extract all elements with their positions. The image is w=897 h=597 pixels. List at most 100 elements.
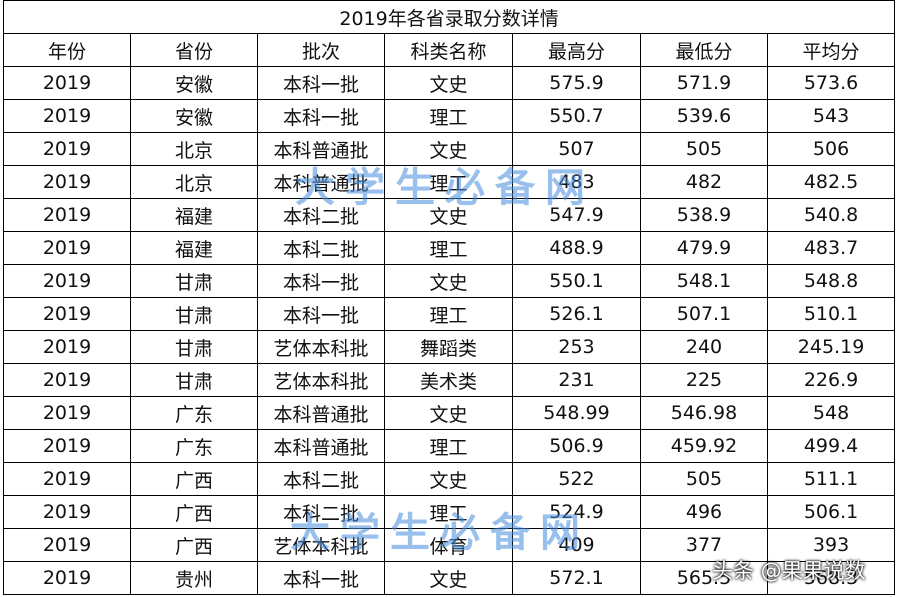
table-row: 2019 福建 本科二批 文史 547.9 538.9 540.8 <box>3 198 896 232</box>
table-cell: 2019 <box>3 495 131 529</box>
table-row: 2019 甘肃 本科一批 文史 550.1 548.1 548.8 <box>3 264 896 298</box>
table-cell: 483.7 <box>766 231 896 265</box>
table-cell: 572.1 <box>512 561 641 595</box>
table-cell: 548.1 <box>640 264 768 298</box>
table-row: 2019 北京 本科普通批 文史 507 505 506 <box>3 132 896 166</box>
table-cell: 507 <box>512 132 641 166</box>
table-cell: 499.4 <box>766 429 896 463</box>
table-cell: 550.7 <box>512 99 641 133</box>
table-cell: 482.5 <box>766 165 896 199</box>
table-cell: 565.5 <box>640 561 768 595</box>
table-cell: 艺体本科批 <box>257 330 385 364</box>
table-cell: 广西 <box>130 528 258 562</box>
table-cell: 482 <box>640 165 768 199</box>
table-cell: 理工 <box>384 231 513 265</box>
table-cell: 2019 <box>3 297 131 331</box>
table-cell: 本科二批 <box>257 198 385 232</box>
table-cell: 573.6 <box>766 66 896 100</box>
table-row: 2019 广东 本科普通批 理工 506.9 459.92 499.4 <box>3 429 896 463</box>
table-cell: 245.19 <box>766 330 896 364</box>
table-cell: 本科一批 <box>257 99 385 133</box>
table-cell: 2019 <box>3 99 131 133</box>
credit: 头条 @果果说数 <box>712 559 866 583</box>
table-cell: 安徽 <box>130 99 258 133</box>
table-cell: 506.1 <box>766 495 896 529</box>
table-cell: 548.99 <box>512 396 641 430</box>
table-cell: 575.9 <box>512 66 641 100</box>
table-cell: 2019 <box>3 396 131 430</box>
table-cell: 538.9 <box>640 198 768 232</box>
table-cell: 本科一批 <box>257 561 385 595</box>
table-cell: 548.8 <box>766 264 896 298</box>
table-cell: 广西 <box>130 495 258 529</box>
watermark: 大学生必备网 <box>295 165 595 211</box>
table-cell: 贵州 <box>130 561 258 595</box>
table-cell: 广东 <box>130 396 258 430</box>
watermark: 大学生必备网 <box>290 510 590 556</box>
table-cell: 理工 <box>384 165 513 199</box>
table-cell: 488.9 <box>512 231 641 265</box>
table-cell: 艺体本科批 <box>257 363 385 397</box>
table-cell: 甘肃 <box>130 330 258 364</box>
table-cell: 571.9 <box>640 66 768 100</box>
header-row: 年份 省份 批次 科类名称 最高分 最低分 平均分 <box>3 33 896 67</box>
table-cell: 506.9 <box>512 429 641 463</box>
table-body: 2019 安徽 本科一批 文史 575.9 571.9 573.6 2019 安徽 本科一批 理工 5… <box>3 66 896 595</box>
table-cell: 本科普通批 <box>257 132 385 166</box>
table-cell: 2019 <box>3 231 131 265</box>
table-cell: 510.1 <box>766 297 896 331</box>
table-cell: 240 <box>640 330 768 364</box>
table-row: 2019 安徽 本科一批 文史 575.9 571.9 573.6 <box>3 66 896 100</box>
table-cell: 2019 <box>3 66 131 100</box>
table-row: 2019 广东 本科普通批 文史 548.99 546.98 548 <box>3 396 896 430</box>
table-cell: 本科一批 <box>257 264 385 298</box>
table-cell: 2019 <box>3 132 131 166</box>
table-cell: 理工 <box>384 429 513 463</box>
table-row: 2019 甘肃 艺体本科批 美术类 231 225 226.9 <box>3 363 896 397</box>
table-cell: 体育 <box>384 528 513 562</box>
table-cell: 文史 <box>384 66 513 100</box>
table-cell: 艺体本科批 <box>257 528 385 562</box>
table-cell: 本科一批 <box>257 297 385 331</box>
table-cell: 文史 <box>384 198 513 232</box>
table-cell: 安徽 <box>130 66 258 100</box>
table-row: 2019 贵州 本科一批 文史 572.1 565.5 568.3 <box>3 561 896 595</box>
table-cell: 526.1 <box>512 297 641 331</box>
table-cell: 文史 <box>384 462 513 496</box>
table-cell: 本科二批 <box>257 495 385 529</box>
table-cell: 496 <box>640 495 768 529</box>
table-cell: 540.8 <box>766 198 896 232</box>
column-header: 省份 <box>130 33 258 67</box>
table-cell: 459.92 <box>640 429 768 463</box>
column-header: 平均分 <box>766 33 896 67</box>
table-cell: 文史 <box>384 264 513 298</box>
table-cell: 522 <box>512 462 641 496</box>
table-cell: 377 <box>640 528 768 562</box>
table-cell: 甘肃 <box>130 363 258 397</box>
table-cell: 548 <box>766 396 896 430</box>
table-cell: 2019 <box>3 528 131 562</box>
table-cell: 理工 <box>384 99 513 133</box>
table-row: 2019 甘肃 本科一批 理工 526.1 507.1 510.1 <box>3 297 896 331</box>
table-cell: 北京 <box>130 165 258 199</box>
table-cell: 舞蹈类 <box>384 330 513 364</box>
table-cell: 505 <box>640 132 768 166</box>
column-header: 最高分 <box>512 33 641 67</box>
table-cell: 文史 <box>384 132 513 166</box>
table-cell: 225 <box>640 363 768 397</box>
table-cell: 甘肃 <box>130 297 258 331</box>
table-cell: 2019 <box>3 429 131 463</box>
table-cell: 506 <box>766 132 896 166</box>
table-cell: 广西 <box>130 462 258 496</box>
table-row: 2019 广西 艺体本科批 体育 409 377 393 <box>3 528 896 562</box>
table-cell: 479.9 <box>640 231 768 265</box>
table-cell: 文史 <box>384 561 513 595</box>
column-header: 年份 <box>3 33 131 67</box>
column-header: 科类名称 <box>384 33 513 67</box>
table-cell: 2019 <box>3 264 131 298</box>
table-cell: 2019 <box>3 561 131 595</box>
table-title: 2019年各省录取分数详情 <box>2 0 896 34</box>
table-cell: 甘肃 <box>130 264 258 298</box>
table-cell: 539.6 <box>640 99 768 133</box>
table-cell: 568.3 <box>766 561 896 595</box>
